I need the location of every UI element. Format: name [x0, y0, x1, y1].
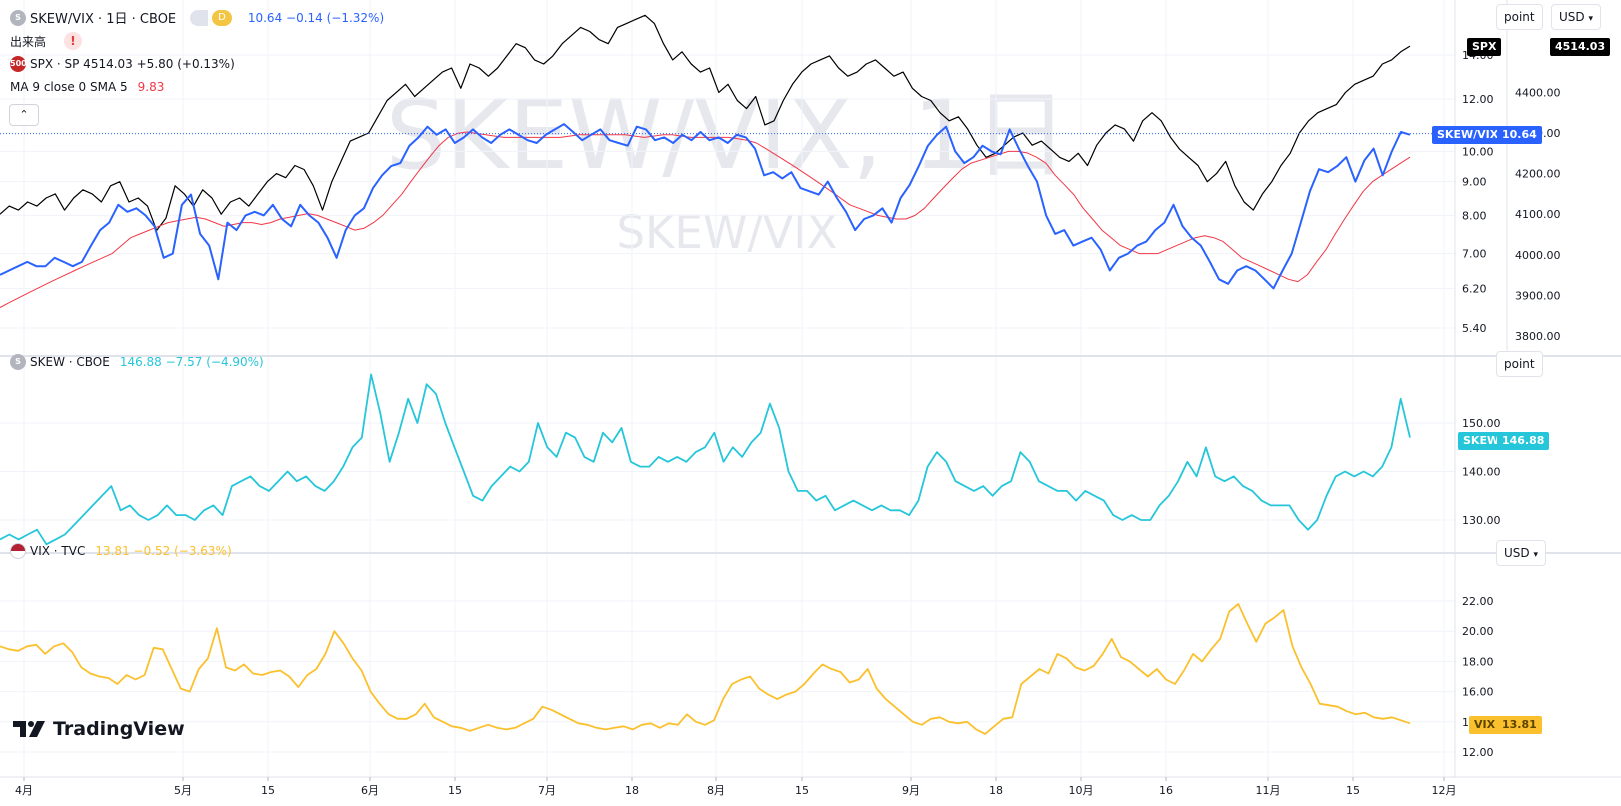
vix-legend: VIX · TVC 13.81 −0.52 (−3.63%) [10, 543, 232, 559]
spx-legend: 500 SPX · SP 4514.03 +5.80 (+0.13%) [10, 56, 235, 72]
ratio-axis-tick: 8.00 [1462, 209, 1487, 222]
skew-symbol-icon: S [10, 354, 26, 370]
us-flag-icon [10, 543, 26, 559]
vix-label[interactable]: VIX · TVC [30, 544, 86, 558]
vix-axis-tick: 18.00 [1462, 655, 1494, 668]
time-axis-tick: 5月 [174, 784, 192, 797]
vix-axis-tick: 22.00 [1462, 595, 1494, 608]
spx-line[interactable]: SPX · SP 4514.03 +5.80 (+0.13%) [30, 57, 235, 71]
vix-currency-button[interactable]: USD ▾ [1496, 540, 1546, 566]
time-axis-tick: 18 [989, 784, 1003, 797]
ratio-axis-tick: 7.00 [1462, 248, 1487, 261]
ma-value: 9.83 [137, 80, 165, 94]
vix-values: 13.81 −0.52 (−3.63%) [95, 544, 232, 558]
spx-line [0, 14, 1411, 231]
brand-name: TradingView [53, 718, 185, 740]
time-axis-tick: 7月 [538, 784, 556, 797]
skew-name-tag: SKEW [1458, 432, 1505, 450]
volume-label[interactable]: 出来高 [10, 34, 47, 49]
ratio-name-tag: SKEW/VIX [1432, 126, 1504, 144]
time-axis-tick: 9月 [902, 784, 920, 797]
ratio-axis-tick: 12.00 [1462, 93, 1494, 106]
spx-value-tag: 4514.03 [1550, 38, 1611, 56]
vix-value-tag: 13.81 [1497, 716, 1542, 734]
top-unit-button[interactable]: point [1496, 4, 1543, 30]
skew-axis-tick: 130.00 [1462, 514, 1501, 527]
time-axis-tick: 15 [795, 784, 809, 797]
chevron-down-icon: ▾ [1588, 14, 1593, 24]
top-currency-label: USD [1559, 10, 1585, 24]
market-status-indicator [190, 9, 209, 26]
chevron-up-icon: ⌃ [19, 108, 29, 121]
spx-name-tag: SPX [1467, 38, 1502, 56]
chevron-down-icon: ▾ [1533, 550, 1538, 560]
spx-axis-tick: 4200.00 [1515, 168, 1561, 181]
skew-value-tag: 146.88 [1497, 432, 1550, 450]
skew-label[interactable]: SKEW · CBOE [30, 355, 110, 369]
vix-axis-tick: 12.00 [1462, 746, 1494, 759]
time-axis-tick: 12月 [1432, 784, 1457, 797]
volume-legend: 出来高 ! [10, 32, 83, 50]
main-legend: S SKEW/VIX · 1日 · CBOE D 10.64 −0.14 (−1… [10, 8, 384, 27]
skew-line [0, 373, 1411, 546]
vix-axis-tick: 20.00 [1462, 625, 1494, 638]
ratio-axis-tick: 10.00 [1462, 145, 1494, 158]
skew-legend: S SKEW · CBOE 146.88 −7.57 (−4.90%) [10, 354, 264, 370]
tradingview-logo-icon [13, 721, 45, 737]
time-axis-tick: 18 [625, 784, 639, 797]
ma-legend: MA 9 close 0 SMA 5 9.83 [10, 80, 164, 94]
skew-axis-tick: 150.00 [1462, 417, 1501, 430]
vix-line [0, 603, 1411, 735]
time-axis-tick: 10月 [1069, 784, 1094, 797]
ratio-axis-tick: 5.40 [1462, 322, 1487, 335]
spx-axis-tick: 4000.00 [1515, 249, 1561, 262]
symbol-icon: S [10, 9, 26, 26]
ma-label[interactable]: MA 9 close 0 SMA 5 [10, 80, 128, 94]
delay-badge[interactable]: D [212, 9, 232, 26]
warning-icon[interactable]: ! [64, 32, 83, 50]
collapse-legend-button[interactable]: ⌃ [9, 104, 39, 126]
ratio-value-tag: 10.64 [1497, 126, 1542, 144]
time-axis-tick: 15 [448, 784, 462, 797]
sp500-icon: 500 [10, 56, 27, 72]
spx-axis-tick: 3900.00 [1515, 289, 1561, 302]
time-axis-tick: 16 [1159, 784, 1173, 797]
skew-axis-tick: 140.00 [1462, 466, 1501, 479]
watermark-subtitle: SKEW/VIX [616, 206, 837, 259]
ratio-values: 10.64 −0.14 (−1.32%) [247, 10, 385, 25]
watermark-symbol: SKEW/VIX, 1日 [386, 81, 1069, 191]
spx-axis-tick: 4100.00 [1515, 208, 1561, 221]
skew-values: 146.88 −7.57 (−4.90%) [119, 355, 264, 369]
spx-axis-tick: 4400.00 [1515, 86, 1561, 99]
time-axis-tick: 6月 [361, 784, 379, 797]
spx-axis-tick: 3800.00 [1515, 330, 1561, 343]
vix-currency-label: USD [1504, 546, 1530, 560]
time-axis-tick: 15 [1346, 784, 1360, 797]
skew-unit-button[interactable]: point [1496, 351, 1543, 377]
symbol-title[interactable]: SKEW/VIX · 1日 · CBOE [30, 12, 177, 27]
time-axis-tick: 4月 [15, 784, 33, 797]
ratio-axis-tick: 6.20 [1462, 282, 1487, 295]
time-axis-tick: 11月 [1256, 784, 1281, 797]
ratio-axis-tick: 9.00 [1462, 176, 1487, 189]
top-currency-button[interactable]: USD ▾ [1551, 4, 1601, 30]
tradingview-logo[interactable]: TradingView [13, 718, 185, 740]
skew-vix-line [0, 123, 1411, 290]
time-axis-tick: 8月 [707, 784, 725, 797]
time-axis-tick: 15 [261, 784, 275, 797]
vix-axis-tick: 16.00 [1462, 686, 1494, 699]
vix-name-tag: VIX [1469, 716, 1501, 734]
